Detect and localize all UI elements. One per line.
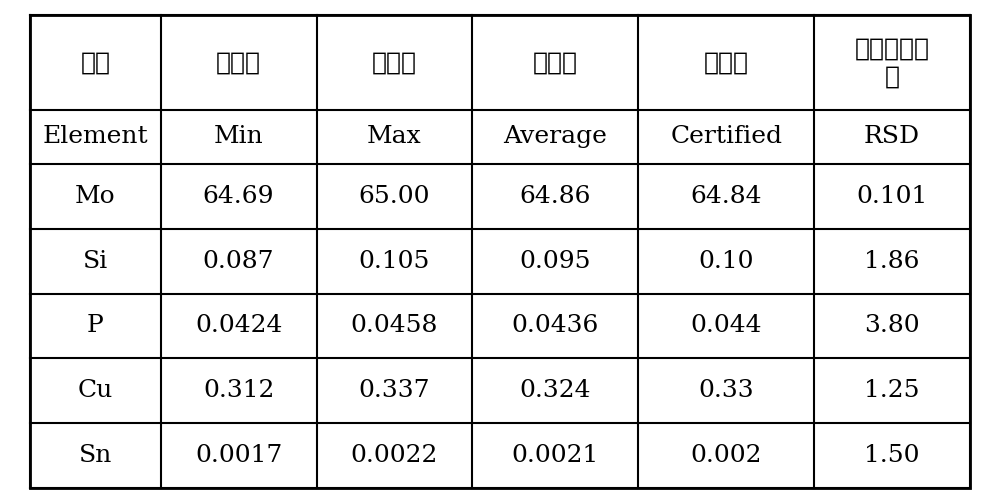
- Text: 0.0436: 0.0436: [512, 314, 599, 338]
- Text: 0.0021: 0.0021: [512, 444, 599, 467]
- Text: Mo: Mo: [75, 185, 116, 208]
- Text: 0.10: 0.10: [698, 249, 754, 273]
- Text: 0.0458: 0.0458: [351, 314, 438, 338]
- Text: 元素: 元素: [80, 50, 110, 74]
- Text: 0.312: 0.312: [203, 379, 274, 402]
- Text: 0.337: 0.337: [359, 379, 430, 402]
- Text: 1.50: 1.50: [864, 444, 920, 467]
- Text: 0.101: 0.101: [856, 185, 928, 208]
- Text: 0.33: 0.33: [698, 379, 754, 402]
- Text: 相对标准偏
差: 相对标准偏 差: [855, 37, 930, 88]
- Text: 64.84: 64.84: [690, 185, 762, 208]
- Text: 65.00: 65.00: [359, 185, 430, 208]
- Text: 0.0424: 0.0424: [195, 314, 282, 338]
- Text: 最大值: 最大值: [372, 50, 417, 74]
- Text: 64.69: 64.69: [203, 185, 274, 208]
- Text: 1.86: 1.86: [864, 249, 920, 273]
- Text: 1.25: 1.25: [864, 379, 920, 402]
- Text: 0.044: 0.044: [690, 314, 762, 338]
- Text: Certified: Certified: [670, 125, 782, 148]
- Text: 0.324: 0.324: [520, 379, 591, 402]
- Text: 0.002: 0.002: [690, 444, 762, 467]
- Text: 0.095: 0.095: [520, 249, 591, 273]
- Text: Sn: Sn: [79, 444, 112, 467]
- Text: 64.86: 64.86: [520, 185, 591, 208]
- Text: Max: Max: [367, 125, 422, 148]
- Text: 0.105: 0.105: [359, 249, 430, 273]
- Text: 最小值: 最小值: [216, 50, 261, 74]
- Text: 0.0022: 0.0022: [351, 444, 438, 467]
- Text: Cu: Cu: [78, 379, 113, 402]
- Text: 3.80: 3.80: [864, 314, 920, 338]
- Text: 0.087: 0.087: [203, 249, 274, 273]
- Text: 认证值: 认证值: [704, 50, 749, 74]
- Text: P: P: [87, 314, 104, 338]
- Text: Average: Average: [503, 125, 607, 148]
- Text: 0.0017: 0.0017: [195, 444, 282, 467]
- Text: RSD: RSD: [864, 125, 920, 148]
- Text: Element: Element: [43, 125, 148, 148]
- Text: 平均值: 平均值: [533, 50, 578, 74]
- Text: Min: Min: [214, 125, 263, 148]
- Text: Si: Si: [83, 249, 108, 273]
